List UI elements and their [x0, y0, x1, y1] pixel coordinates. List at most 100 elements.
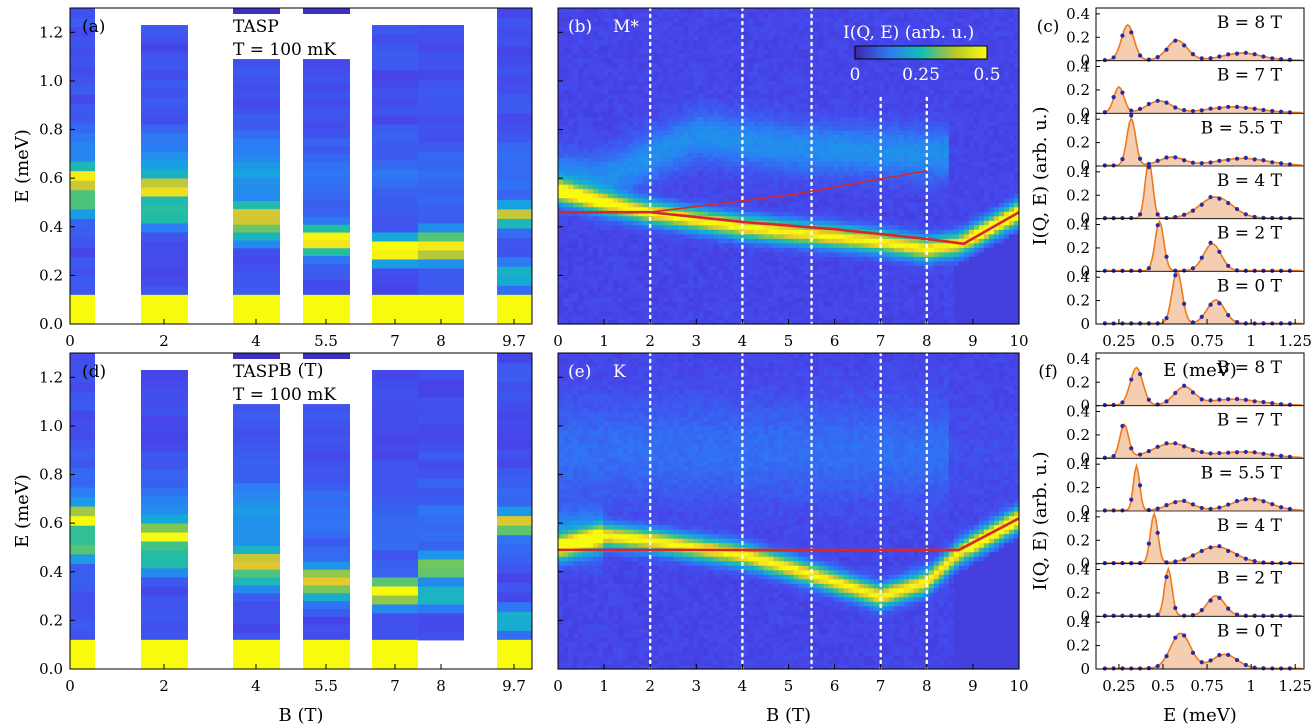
- heatmap-cell: [628, 30, 634, 36]
- heatmap-cell: [823, 98, 830, 104]
- heatmap-cell: [868, 116, 875, 122]
- heatmap-cell: [838, 35, 845, 41]
- heatmap-cell: [748, 251, 755, 257]
- heatmap-cell: [628, 156, 634, 163]
- heatmap-cell: [888, 161, 895, 167]
- heatmap-cell: [633, 260, 639, 266]
- heatmap-cell: [828, 283, 835, 289]
- heatmap-cell: [758, 125, 765, 131]
- heatmap-cell: [708, 274, 714, 280]
- heatmap-cell: [643, 269, 649, 275]
- heatmap-cell: [758, 175, 765, 181]
- heatmap-cell: [868, 319, 875, 325]
- heatmap-cell: [583, 84, 589, 90]
- heatmap-cell: [883, 66, 890, 72]
- heatmap-cell: [888, 206, 895, 212]
- heatmap-cell: [863, 269, 870, 275]
- heatmap-cell: [598, 93, 604, 99]
- heatmap-cell: [608, 35, 614, 41]
- heatmap-cell: [888, 62, 895, 68]
- heatmap-cell: [733, 184, 739, 190]
- heatmap-cell: [698, 274, 704, 280]
- heatmap-cell: [683, 206, 689, 212]
- heatmap-cell: [673, 161, 679, 167]
- heatmap-cell: [858, 120, 865, 126]
- heatmap-cell: [638, 283, 644, 289]
- heatmap-cell: [833, 166, 840, 172]
- heatmap-cell: [783, 120, 790, 126]
- heatmap-cell: [848, 57, 855, 63]
- heatmap-cell: [733, 260, 739, 266]
- heatmap-cell: [773, 229, 780, 235]
- heatmap-cell: [693, 62, 699, 68]
- heatmap-cell: [873, 93, 880, 99]
- heatmap-cell: [833, 134, 840, 140]
- heatmap-cell: [738, 111, 745, 117]
- heatmap-cell: [753, 238, 760, 244]
- heatmap-cell: [713, 89, 719, 95]
- heatmap-cell: [563, 319, 569, 325]
- heatmap-cell: [708, 161, 714, 167]
- heatmap-cell: [588, 197, 594, 203]
- heatmap-cell: [673, 233, 679, 239]
- heatmap-cell: [773, 53, 780, 59]
- column-bin: [70, 8, 95, 19]
- heatmap-cell: [768, 8, 775, 14]
- heatmap-cell: [558, 314, 564, 321]
- heatmap-cell: [793, 314, 800, 321]
- heatmap-cell: [713, 44, 719, 50]
- heatmap-cell: [638, 242, 644, 248]
- heatmap-cell: [793, 66, 800, 72]
- heatmap-cell: [578, 260, 584, 266]
- heatmap-cell: [828, 98, 835, 104]
- heatmap-cell: [778, 229, 785, 235]
- heatmap-cell: [783, 66, 790, 72]
- heatmap-cell: [888, 12, 895, 18]
- heatmap-cell: [678, 17, 684, 23]
- heatmap-cell: [728, 125, 734, 131]
- heatmap-cell: [828, 30, 835, 36]
- heatmap-cell: [588, 138, 594, 145]
- heatmap-cell: [653, 39, 659, 45]
- heatmap-cell: [608, 220, 614, 226]
- heatmap-cell: [663, 301, 669, 307]
- heatmap-cell: [588, 179, 594, 185]
- heatmap-cell: [843, 170, 850, 176]
- heatmap-cell: [818, 134, 825, 140]
- heatmap-cell: [718, 292, 724, 298]
- heatmap-cell: [708, 233, 714, 239]
- heatmap-cell: [653, 319, 659, 325]
- heatmap-cell: [608, 102, 614, 108]
- heatmap-cell: [633, 17, 639, 23]
- heatmap-cell: [793, 269, 800, 275]
- heatmap-cell: [673, 156, 679, 163]
- heatmap-cell: [768, 296, 775, 303]
- heatmap-cell: [623, 188, 629, 194]
- heatmap-cell: [718, 283, 724, 289]
- heatmap-cell: [703, 152, 709, 158]
- heatmap-cell: [843, 21, 850, 27]
- heatmap-cell: [683, 251, 689, 257]
- heatmap-cell: [753, 319, 760, 325]
- heatmap-cell: [868, 256, 875, 262]
- heatmap-cell: [828, 21, 835, 27]
- heatmap-cell: [638, 193, 644, 199]
- heatmap-cell: [688, 53, 694, 59]
- heatmap-cell: [588, 319, 594, 325]
- heatmap-cell: [853, 238, 860, 244]
- heatmap-cell: [798, 48, 805, 54]
- heatmap-cell: [748, 80, 755, 86]
- heatmap-cell: [703, 161, 709, 167]
- heatmap-cell: [783, 238, 790, 244]
- heatmap-cell: [738, 84, 745, 90]
- heatmap-cell: [883, 12, 890, 18]
- heatmap-cell: [703, 305, 709, 312]
- heatmap-cell: [648, 17, 654, 23]
- heatmap-cell: [743, 21, 750, 27]
- heatmap-cell: [853, 301, 860, 307]
- heatmap-cell: [638, 48, 644, 54]
- heatmap-cell: [618, 156, 624, 163]
- heatmap-cell: [573, 134, 579, 140]
- heatmap-cell: [843, 98, 850, 104]
- heatmap-cell: [613, 269, 619, 275]
